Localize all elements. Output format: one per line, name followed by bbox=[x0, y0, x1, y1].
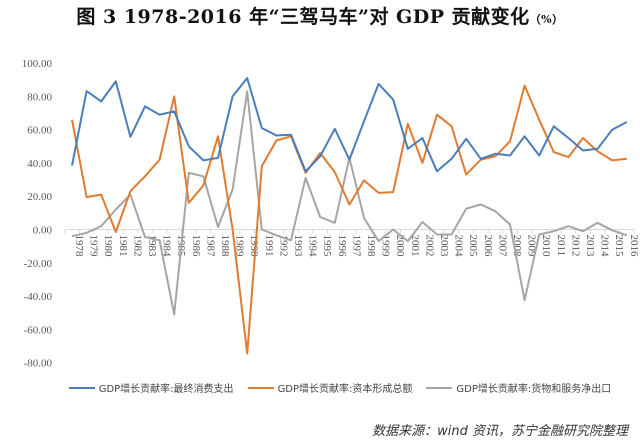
x-tick-label: 1990 bbox=[248, 235, 260, 258]
x-tick-label: 1999 bbox=[380, 235, 392, 258]
legend-label-capital: GDP增长贡献率:资本形成总额 bbox=[277, 384, 413, 395]
legend-item-capital: GDP增长贡献率:资本形成总额 bbox=[247, 380, 413, 395]
x-tick-label: 1984 bbox=[161, 235, 173, 258]
legend-swatch-net-exports bbox=[426, 386, 453, 389]
x-tick-label: 2013 bbox=[584, 235, 596, 258]
x-tick-label: 2016 bbox=[628, 235, 640, 258]
chart-title: 图 3 1978-2016 年“三驾马车”对 GDP 贡献变化（%） bbox=[0, 2, 640, 29]
x-axis: 1978 1979 1980 1981 1982 1983 1984 1985 1986 1987… bbox=[64, 229, 640, 258]
x-tick-label: 2003 bbox=[438, 235, 450, 258]
y-tick-label: -80.00 bbox=[24, 358, 53, 370]
x-tick-label: 1991 bbox=[263, 235, 275, 257]
x-tick-label: 1998 bbox=[365, 235, 377, 258]
chart-title-unit: （%） bbox=[529, 13, 564, 26]
x-tick-label: 2015 bbox=[613, 235, 625, 258]
y-tick-label: 20.00 bbox=[27, 191, 52, 203]
legend-swatch-consumption bbox=[68, 386, 95, 389]
x-tick-label: 1994 bbox=[307, 235, 319, 258]
x-tick-label: 1996 bbox=[336, 235, 348, 258]
y-tick-label: 40.00 bbox=[27, 158, 52, 170]
series-line-consumption bbox=[71, 77, 628, 173]
x-tick-label: 1980 bbox=[102, 235, 114, 258]
x-tick-label: 1989 bbox=[234, 235, 246, 258]
x-tick-label: 1981 bbox=[117, 235, 129, 257]
x-tick-label: 1978 bbox=[73, 235, 85, 258]
x-tick-label: 1988 bbox=[219, 235, 231, 258]
x-tick-label: 1979 bbox=[88, 235, 100, 258]
x-tick-label: 1986 bbox=[190, 235, 202, 258]
x-tick-label: 1992 bbox=[277, 235, 289, 257]
x-tick-label: 1997 bbox=[350, 235, 362, 258]
y-tick-label: -20.00 bbox=[24, 258, 53, 270]
x-tick-label: 2001 bbox=[409, 235, 421, 257]
legend-item-net-exports: GDP增长贡献率:货物和服务净出口 bbox=[426, 380, 611, 395]
x-tick-label: 1982 bbox=[131, 235, 143, 257]
x-tick-label: 1993 bbox=[292, 235, 304, 258]
x-tick-label: 2002 bbox=[423, 235, 435, 257]
x-tick-label: 2000 bbox=[394, 235, 406, 258]
x-tick-label: 1995 bbox=[321, 235, 333, 258]
y-tick-label: 80.00 bbox=[27, 91, 52, 103]
legend-label-net-exports: GDP增长贡献率:货物和服务净出口 bbox=[456, 384, 612, 395]
y-tick-label: 60.00 bbox=[27, 125, 52, 137]
y-tick-label: -60.00 bbox=[24, 324, 53, 336]
chart-legend: GDP增长贡献率:最终消费支出 GDP增长贡献率:资本形成总额 GDP增长贡献率… bbox=[40, 380, 640, 395]
x-tick-label: 2014 bbox=[599, 235, 611, 258]
x-tick-label: 2004 bbox=[453, 235, 465, 258]
legend-swatch-capital bbox=[247, 386, 274, 389]
x-tick-label: 2005 bbox=[467, 235, 479, 258]
x-tick-label: 2011 bbox=[555, 235, 567, 257]
x-tick-label: 2007 bbox=[496, 235, 508, 258]
legend-item-consumption: GDP增长贡献率:最终消费支出 bbox=[68, 380, 234, 395]
y-tick-label: 100.00 bbox=[22, 58, 53, 70]
chart-series bbox=[71, 77, 628, 355]
series-line-capital bbox=[71, 84, 627, 355]
y-tick-label: 0.00 bbox=[33, 225, 53, 237]
y-tick-label: -40.00 bbox=[24, 291, 53, 303]
data-source-note: 数据来源：wind 资讯，苏宁金融研究院整理 bbox=[372, 424, 628, 439]
legend-label-consumption: GDP增长贡献率:最终消费支出 bbox=[98, 384, 234, 395]
chart-title-text: 图 3 1978-2016 年“三驾马车”对 GDP 贡献变化 bbox=[76, 6, 530, 28]
x-tick-label: 1987 bbox=[204, 235, 216, 258]
y-axis: 100.00 80.00 60.00 40.00 20.00 0.00 -20.00 -40.… bbox=[22, 58, 53, 370]
x-tick-label: 2012 bbox=[569, 235, 581, 257]
x-tick-label: 2006 bbox=[482, 235, 494, 258]
x-tick-label: 2010 bbox=[540, 235, 552, 258]
